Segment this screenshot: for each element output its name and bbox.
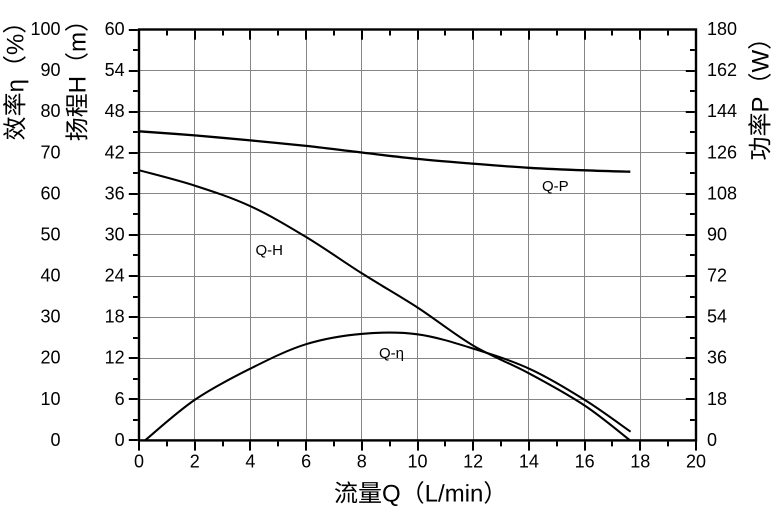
svg-text:72: 72 [707, 266, 727, 286]
svg-text:16: 16 [575, 452, 595, 472]
svg-text:0: 0 [134, 452, 144, 472]
svg-text:162: 162 [707, 60, 737, 80]
svg-text:Q-η: Q-η [379, 345, 404, 362]
svg-text:54: 54 [707, 307, 727, 327]
svg-text:0: 0 [50, 430, 60, 450]
svg-text:6: 6 [301, 452, 311, 472]
svg-text:0: 0 [707, 430, 717, 450]
svg-text:Q-P: Q-P [542, 178, 569, 195]
svg-text:12: 12 [105, 348, 125, 368]
svg-text:60: 60 [105, 19, 125, 39]
svg-text:108: 108 [707, 183, 737, 203]
svg-text:18: 18 [105, 307, 125, 327]
svg-text:20: 20 [686, 452, 706, 472]
svg-text:100: 100 [30, 19, 60, 39]
svg-text:50: 50 [40, 224, 60, 244]
svg-text:4: 4 [245, 452, 255, 472]
svg-text:54: 54 [105, 60, 125, 80]
svg-text:70: 70 [40, 142, 60, 162]
svg-text:18: 18 [630, 452, 650, 472]
svg-text:18: 18 [707, 389, 727, 409]
svg-text:60: 60 [40, 183, 60, 203]
svg-text:80: 80 [40, 101, 60, 121]
svg-text:10: 10 [40, 389, 60, 409]
svg-text:30: 30 [40, 307, 60, 327]
svg-text:8: 8 [357, 452, 367, 472]
svg-text:42: 42 [105, 142, 125, 162]
svg-text:90: 90 [707, 224, 727, 244]
svg-text:30: 30 [105, 224, 125, 244]
svg-text:36: 36 [105, 183, 125, 203]
svg-text:20: 20 [40, 348, 60, 368]
svg-text:24: 24 [105, 266, 125, 286]
svg-text:180: 180 [707, 19, 737, 39]
svg-text:12: 12 [463, 452, 483, 472]
svg-text:144: 144 [707, 101, 737, 121]
svg-text:14: 14 [519, 452, 539, 472]
svg-text:6: 6 [115, 389, 125, 409]
svg-text:90: 90 [40, 60, 60, 80]
svg-text:40: 40 [40, 266, 60, 286]
svg-text:48: 48 [105, 101, 125, 121]
svg-text:10: 10 [407, 452, 427, 472]
svg-text:2: 2 [190, 452, 200, 472]
svg-text:Q-H: Q-H [256, 242, 284, 259]
svg-text:36: 36 [707, 348, 727, 368]
svg-text:0: 0 [115, 430, 125, 450]
svg-text:126: 126 [707, 142, 737, 162]
